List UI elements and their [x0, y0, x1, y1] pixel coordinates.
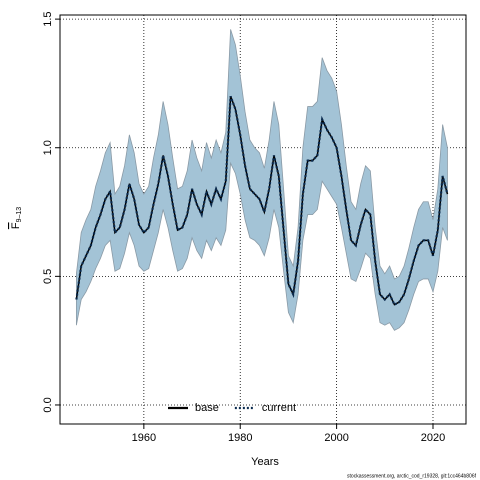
y-tick-label: 1.0: [42, 140, 54, 155]
x-tick-label: 1960: [132, 432, 156, 444]
y-tick-label: 1.5: [42, 11, 54, 26]
y-tick-label: 0.5: [42, 269, 54, 284]
plot-frame: [59, 14, 467, 425]
x-tick-label: 2020: [421, 432, 445, 444]
y-axis-label: F9–13: [10, 207, 23, 229]
legend-label: current: [262, 402, 296, 414]
confidence-band: [75, 29, 448, 331]
series-line: [75, 95, 449, 307]
x-axis-label: Years: [251, 456, 279, 468]
y-label-main: F: [10, 222, 22, 229]
y-tick-label: 0.0: [42, 397, 54, 412]
x-tick-label: 1980: [228, 432, 252, 444]
x-tick-label: 2000: [324, 432, 348, 444]
y-label-sub: 9–13: [16, 207, 23, 223]
legend-label: base: [195, 402, 219, 414]
footer: stockassessment.org, arctic_cod_r19328, …: [347, 473, 477, 479]
